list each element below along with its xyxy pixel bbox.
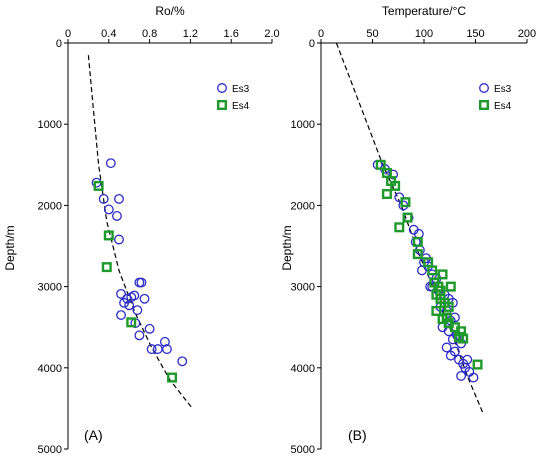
panel-b-es3-point: [388, 169, 399, 180]
panel-a-es3-point: [103, 204, 114, 215]
panel-a-x-axis-title: Ro/%: [155, 4, 185, 18]
panel-a-es3-point: [129, 290, 140, 301]
panel-a-es4-point: [93, 180, 104, 191]
panel-b-label: (B): [348, 427, 367, 443]
panel-a-y-tick-label: 2000: [38, 200, 62, 212]
panel-a-es3-point: [124, 300, 135, 311]
panel-b-legend-es4-label: Es4: [494, 101, 512, 112]
panel-b-es4-point: [472, 359, 483, 370]
panel-b-es4-point: [400, 197, 411, 208]
panel-b-es4-point: [441, 312, 452, 323]
panel-a-legend-es3-marker: [217, 83, 227, 93]
panel-a-es4-point: [167, 372, 178, 383]
panel-a-es3-point: [98, 193, 109, 204]
panel-b-es4-point: [445, 281, 456, 292]
panel-a-y-axis-title: Depth/m: [3, 225, 17, 270]
panel-b-y-axis-title: Depth/m: [280, 225, 294, 270]
panel-a-es3-point: [116, 310, 126, 320]
panel-b-y-tick-label: 3000: [291, 282, 315, 294]
panel-b-es4-point: [402, 212, 413, 223]
panel-b-legend-es3-label: Es3: [494, 84, 512, 95]
panel-a-es3-point: [105, 158, 116, 169]
panel-a-x-tick-label: 0.4: [101, 28, 116, 40]
panel-b-y-tick-label: 2000: [291, 200, 315, 212]
panel-a: 0 0.4 0.8 1.2 1.6 2.0 0 1000 2000 3000 4000 5000 Es3…: [3, 4, 280, 456]
panel-b-x-tick-label: 0: [318, 28, 324, 40]
panel-a-es3-point: [161, 344, 172, 355]
panel-b-es4-point: [412, 249, 423, 260]
panel-b-es4-point: [427, 265, 438, 276]
panel-a-es3-point: [114, 234, 124, 245]
panel-a-y-tick-label: 0: [56, 38, 62, 50]
panel-b-y-tick-label: 5000: [291, 444, 315, 456]
panel-a-legend-es3-label: Es3: [232, 84, 250, 95]
panel-a-es3-point: [146, 344, 157, 355]
panel-b-es4-point: [390, 180, 401, 191]
panel-a-x-tick-label: 0: [65, 28, 71, 40]
panel-a-es3-point: [114, 193, 124, 204]
panel-a-x-tick-label: 0.8: [142, 28, 157, 40]
panel-b-es3-point: [468, 372, 479, 383]
panel-a-y-tick-label: 3000: [38, 282, 62, 294]
panel-a-es3-point: [177, 356, 188, 367]
panel-b-es3-point: [445, 350, 456, 361]
panel-b-legend-es3-marker: [479, 83, 489, 93]
panel-b-es4-point: [431, 305, 442, 316]
panel-a-es4-point: [101, 262, 112, 273]
panel-b-es4-point: [394, 222, 405, 233]
panel-a-es3-point: [139, 293, 150, 304]
panel-b-es3-point: [447, 334, 458, 345]
panel-b-es4-point: [412, 236, 423, 247]
panel-b-x-tick-label: 50: [366, 28, 378, 40]
panel-a-es3-point: [134, 330, 145, 341]
panel-b-x-tick-label: 150: [466, 28, 484, 40]
panel-a-label: (A): [84, 427, 103, 443]
panel-a-es3-point: [132, 305, 143, 316]
panel-b-es3-point: [441, 342, 452, 353]
panel-a-es3-point: [136, 277, 147, 288]
panel-b-y-tick-label: 4000: [291, 363, 315, 375]
panel-a-es3-point: [134, 277, 145, 288]
panel-b-es4-point: [435, 285, 446, 296]
panel-a-legend-es4-label: Es4: [232, 101, 250, 112]
panel-b-es3-point: [456, 370, 467, 381]
panel-b-x-tick-label: 100: [415, 28, 433, 40]
panel-a-x-tick-label: 1.6: [224, 28, 239, 40]
panel-a-es3-point: [159, 336, 170, 347]
panel-b-es4-point: [443, 301, 454, 312]
panel-b-x-tick-label: 200: [518, 28, 536, 40]
panel-a-legend-es4-marker: [216, 99, 227, 110]
panel-b-x-axis-title: Temperature/°C: [382, 4, 466, 18]
panel-a-es4-point: [103, 230, 114, 241]
panel-a-x-tick-label: 2.0: [264, 28, 279, 40]
panel-b-es4-point: [375, 159, 386, 170]
panel-b-es4-point: [437, 269, 448, 280]
panel-a-es3-point: [144, 323, 155, 334]
panel-b: 0 50 100 150 200010002000300040005000Es3Es4 …: [280, 4, 536, 456]
panel-a-y-tick-label: 1000: [38, 119, 62, 131]
panel-a-trend-line: [87, 55, 193, 409]
panel-b-es4-point: [429, 277, 440, 288]
panel-b-es4-point: [458, 333, 469, 344]
panel-a-es3-point: [116, 288, 126, 299]
panel-a-es4-point: [126, 317, 137, 328]
panel-a-y-tick-label: 5000: [38, 444, 62, 456]
panel-a-x-tick-label: 1.2: [183, 28, 198, 40]
panel-a-y-tick-label: 4000: [38, 363, 62, 375]
panel-b-es3-point: [416, 265, 427, 276]
panel-b-legend-es4-marker: [479, 99, 490, 110]
panel-a-es3-point: [119, 297, 130, 308]
panel-b-y-tick-label: 1000: [291, 119, 315, 131]
panel-a-plot-area: 0 0.4 0.8 1.2 1.6 2.0 0 1000 2000 3000 4000 5000 Es3…: [38, 28, 280, 456]
panel-b-y-tick-label: 0: [309, 38, 315, 50]
panel-a-es3-point: [112, 211, 122, 221]
panel-b-es4-point: [381, 189, 392, 200]
